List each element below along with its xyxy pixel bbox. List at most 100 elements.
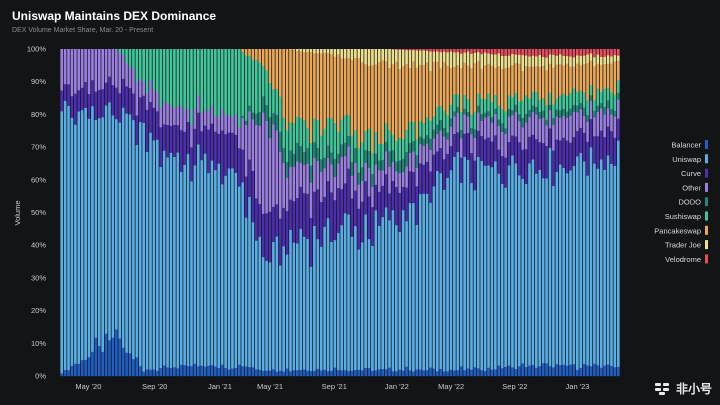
bar-segment-curve (97, 89, 101, 119)
bar-segment-sushiswap (336, 131, 340, 154)
x-tick-label: Jan '23 (566, 382, 590, 391)
bar-segment-dodo (374, 153, 378, 165)
bar-segment-curve (435, 151, 439, 171)
bar-segment-curve (589, 118, 593, 148)
bar-segment-balancer (521, 363, 525, 377)
bar-segment-sushiswap (456, 94, 460, 107)
bar-segment-dodo (388, 151, 391, 167)
bar-segment-balancer (333, 367, 337, 377)
bar-segment-sushiswap (173, 49, 176, 109)
legend-label: Pancakeswap (654, 226, 701, 235)
bar-segment-uniswap (463, 156, 466, 371)
bar-segment-dodo (299, 145, 303, 163)
bar-segment-dodo (476, 105, 480, 113)
bar-segment-pancakeswap (295, 50, 299, 117)
bar-segment-balancer (575, 369, 579, 377)
bar-segment-sushiswap (507, 94, 511, 110)
bar-segment-trader-joe (415, 50, 419, 68)
bar-segment-uniswap (456, 152, 460, 371)
bar-segment-curve (244, 176, 248, 218)
bar-segment-trader-joe (367, 49, 371, 66)
bar-segment-uniswap (289, 229, 292, 372)
bar-segment-sushiswap (377, 143, 381, 161)
bar-segment-pancakeswap (432, 61, 436, 117)
legend-label: Sushiswap (665, 212, 701, 221)
bar-segment-sushiswap (497, 105, 501, 120)
bar-segment-dodo (405, 151, 408, 167)
bar-segment-other (231, 117, 234, 133)
bar-segment-curve (528, 136, 531, 164)
bar-segment-pancakeswap (545, 70, 548, 106)
bar-segment-curve (456, 132, 460, 153)
bar-segment-balancer (186, 366, 190, 377)
x-tick-label: Sep '21 (322, 382, 347, 391)
bar-segment-pancakeswap (299, 51, 303, 118)
bar-segment-pancakeswap (268, 49, 272, 84)
bar-segment-uniswap (504, 187, 507, 367)
bar-segment-uniswap (405, 221, 408, 367)
bar-segment-uniswap (589, 147, 593, 367)
bar-segment-curve (507, 141, 511, 166)
bar-segment-dodo (514, 104, 518, 113)
bar-segment-velodrome (418, 49, 422, 51)
bar-segment-balancer (200, 365, 204, 377)
bar-segment-balancer (176, 368, 180, 377)
bar-segment-pancakeswap (473, 62, 477, 112)
bar-segment-dodo (326, 145, 330, 158)
bar-segment-curve (347, 168, 350, 215)
bar-segment-uniswap (476, 156, 480, 369)
bar-segment-other (63, 49, 67, 85)
bar-segment-uniswap (364, 214, 367, 368)
bar-segment-uniswap (497, 173, 501, 366)
bar-segment-curve (586, 141, 589, 176)
bar-segment-velodrome (490, 49, 494, 55)
bar-segment-trader-joe (514, 54, 518, 64)
bar-segment-dodo (538, 111, 542, 119)
bar-segment-curve (582, 132, 586, 162)
bar-segment-trader-joe (582, 55, 586, 65)
bar-segment-balancer (128, 353, 132, 377)
bar-segment-sushiswap (200, 49, 204, 113)
bar-segment-other (166, 103, 169, 125)
bar-segment-uniswap (613, 165, 617, 368)
bar-segment-other (507, 116, 511, 143)
bar-segment-balancer (466, 368, 470, 377)
bar-segment-dodo (268, 117, 272, 139)
bar-segment-pancakeswap (384, 60, 388, 124)
bar-segment-velodrome (412, 49, 415, 51)
bar-segment-balancer (251, 367, 255, 377)
legend-swatch (705, 240, 708, 250)
bar-segment-balancer (97, 345, 101, 377)
bar-segment-uniswap (490, 167, 494, 370)
bar-segment-curve (155, 111, 159, 140)
bar-segment-other (60, 49, 64, 91)
bar-segment-trader-joe (429, 51, 432, 72)
bar-segment-uniswap (340, 225, 344, 371)
y-tick-label: 70% (31, 143, 46, 152)
bar-segment-curve (84, 81, 87, 108)
bar-segment-curve (299, 186, 303, 229)
bar-segment-sushiswap (374, 131, 378, 154)
bar-segment-balancer (330, 370, 333, 377)
bar-segment-uniswap (125, 113, 128, 353)
bar-segment-balancer (152, 369, 156, 377)
bar-segment-sushiswap (179, 49, 183, 106)
bar-segment-pancakeswap (388, 67, 391, 131)
bar-segment-other (80, 49, 84, 88)
bar-segment-uniswap (313, 225, 316, 371)
bar-segment-sushiswap (422, 123, 425, 139)
bar-segment-sushiswap (596, 88, 600, 106)
bar-segment-pancakeswap (453, 66, 456, 95)
bar-segment-sushiswap (466, 99, 470, 113)
bar-segment-curve (616, 118, 620, 141)
bar-segment-trader-joe (497, 53, 501, 67)
bar-segment-dodo (569, 108, 572, 116)
bar-segment-pancakeswap (507, 66, 511, 96)
bar-segment-balancer (135, 357, 139, 377)
bar-segment-uniswap (398, 231, 402, 370)
bar-segment-other (610, 114, 613, 132)
bar-segment-trader-joe (476, 52, 480, 62)
bar-segment-trader-joe (517, 54, 521, 64)
bar-segment-other (183, 109, 186, 132)
bar-segment-uniswap (357, 249, 361, 370)
